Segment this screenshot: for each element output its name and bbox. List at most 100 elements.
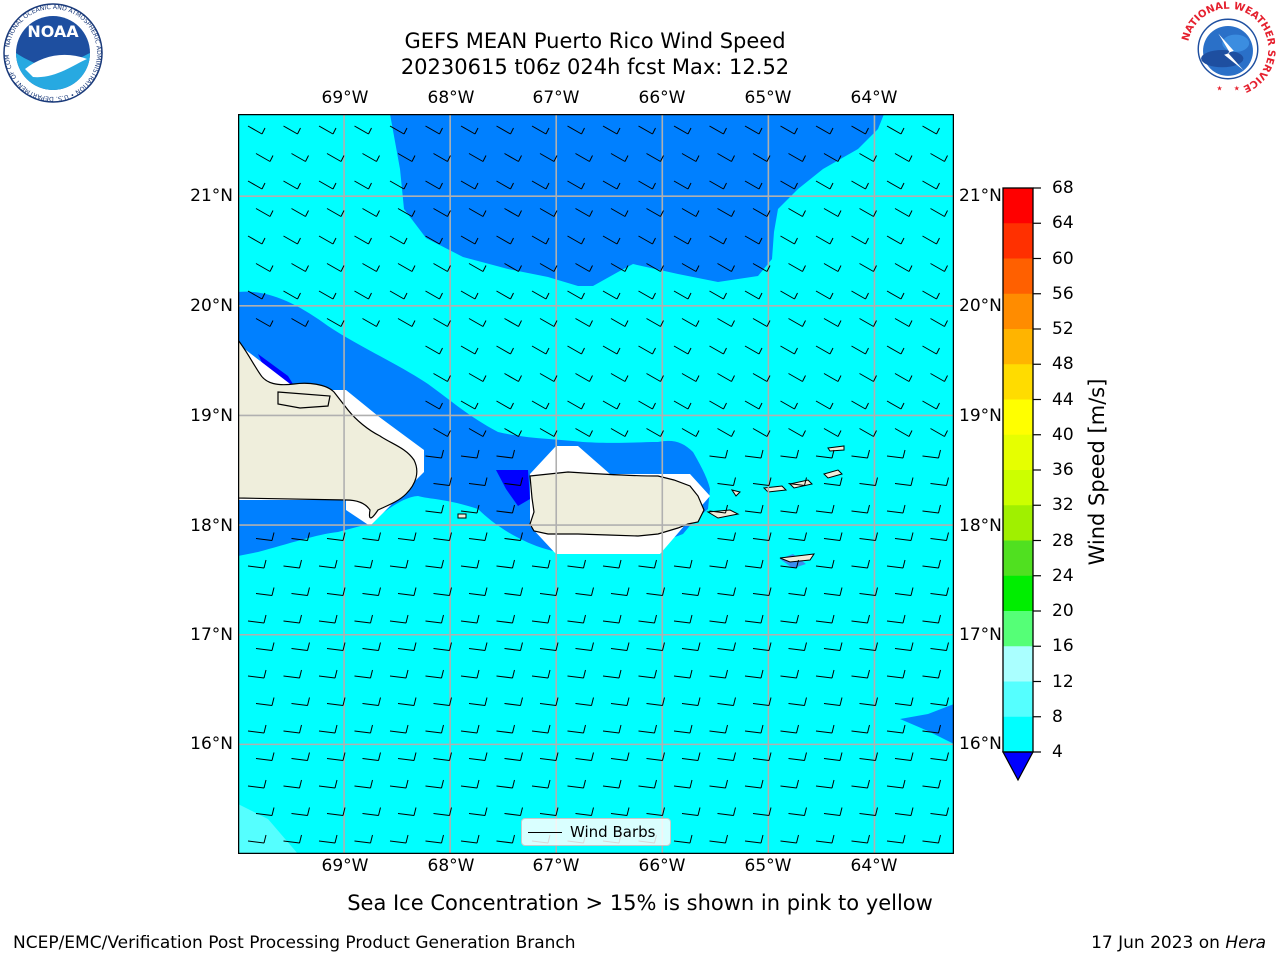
wind-barb <box>283 290 301 300</box>
wind-barb <box>886 559 906 569</box>
wind-barb <box>504 807 523 816</box>
wind-barb <box>389 724 409 734</box>
wind-barb <box>504 477 523 486</box>
lat-tick-left: 18°N <box>190 516 233 536</box>
wind-barb <box>752 587 772 596</box>
wind-barb <box>886 724 906 734</box>
wind-barb <box>930 642 949 651</box>
wind-barb <box>460 559 480 569</box>
wind-barb <box>255 263 274 272</box>
wind-barb <box>646 263 664 272</box>
wind-barb <box>788 153 806 162</box>
wind-barb <box>531 345 550 355</box>
wind-barb <box>780 180 798 190</box>
colorbar-cell <box>1003 716 1033 753</box>
footer-date: 17 Jun 2023 on Hera <box>1091 933 1266 953</box>
wind-barb <box>326 532 346 541</box>
wind-barb <box>496 400 514 410</box>
puerto-rico-island <box>529 471 705 537</box>
wind-barb <box>894 263 913 272</box>
wind-barb <box>496 290 514 300</box>
mona-island <box>457 513 467 519</box>
colorbar-label: 64 <box>1052 213 1074 234</box>
wind-barb <box>567 669 586 679</box>
wind-barb <box>326 752 346 761</box>
wind-barb <box>318 669 338 679</box>
wind-barb <box>255 532 275 541</box>
wind-barb <box>780 400 798 410</box>
wind-barb <box>504 587 523 596</box>
wind-barb <box>681 373 700 382</box>
wind-barb <box>283 125 301 135</box>
colorbar-cell <box>1003 646 1033 682</box>
wind-barb <box>291 807 310 816</box>
wind-barb <box>638 614 657 624</box>
wind-barb <box>602 669 622 679</box>
wind-barb <box>859 807 878 816</box>
wind-barb <box>815 449 835 459</box>
wind-barb <box>425 614 444 624</box>
wind-barb <box>255 697 275 706</box>
wind-barb <box>291 318 309 327</box>
wind-barb <box>496 834 515 844</box>
wind-barb <box>468 263 487 272</box>
wind-barb <box>575 318 593 327</box>
lon-tick-bottom: 68°W <box>427 856 475 876</box>
wind-barb <box>646 697 665 706</box>
wind-barb <box>291 697 310 706</box>
wind-barb <box>397 697 417 706</box>
wind-barb <box>638 779 657 789</box>
wind-barb <box>894 373 913 382</box>
wind-barb <box>851 290 869 300</box>
wind-barb <box>425 724 444 734</box>
wind-barb <box>823 153 842 162</box>
colorbar-cell <box>1003 293 1033 330</box>
wind-barb <box>922 614 941 624</box>
wind-barb <box>744 400 763 410</box>
wind-barb <box>894 752 914 761</box>
wind-barb <box>468 532 488 541</box>
wind-barb <box>397 807 417 816</box>
wind-barb <box>567 400 585 410</box>
lat-tick-left: 20°N <box>190 296 233 316</box>
wind-barb <box>389 834 409 844</box>
wind-barb <box>610 807 630 816</box>
wind-barb <box>460 779 480 789</box>
wind-barb <box>859 587 878 596</box>
wind-barb <box>930 153 948 162</box>
wind-barb <box>744 669 764 679</box>
wind-barb <box>389 614 409 624</box>
wind-barb <box>646 208 664 217</box>
wind-barb <box>673 614 693 624</box>
wind-barb <box>646 807 665 816</box>
wind-barb <box>575 807 594 816</box>
wind-barb <box>681 752 701 761</box>
wind-barb <box>646 752 665 761</box>
contour-lt4 <box>496 470 530 506</box>
wind-barb <box>504 208 522 217</box>
wind-barb <box>894 428 913 437</box>
wind-barb <box>780 559 799 569</box>
wind-barb <box>354 724 373 734</box>
wind-barb <box>744 345 763 355</box>
wind-barb <box>433 428 451 437</box>
wind-barb <box>673 180 692 190</box>
lon-tick-bottom: 65°W <box>744 856 792 876</box>
wind-barb <box>823 477 843 486</box>
wind-barb <box>610 208 629 217</box>
wind-barb <box>291 752 310 761</box>
wind-barb <box>468 697 488 706</box>
wind-barb <box>326 153 345 162</box>
colorbar-label: 20 <box>1052 601 1074 621</box>
wind-barb <box>425 235 443 245</box>
wind-barb <box>433 587 452 596</box>
wind-barb <box>318 235 337 245</box>
wind-barb <box>851 235 869 245</box>
colorbar-cell <box>1003 681 1033 718</box>
wind-barb <box>815 290 834 300</box>
wind-barb <box>397 752 417 761</box>
wind-barb <box>922 180 940 190</box>
wind-barb <box>425 559 444 569</box>
wind-barb <box>752 752 772 761</box>
wind-barb <box>788 752 807 761</box>
